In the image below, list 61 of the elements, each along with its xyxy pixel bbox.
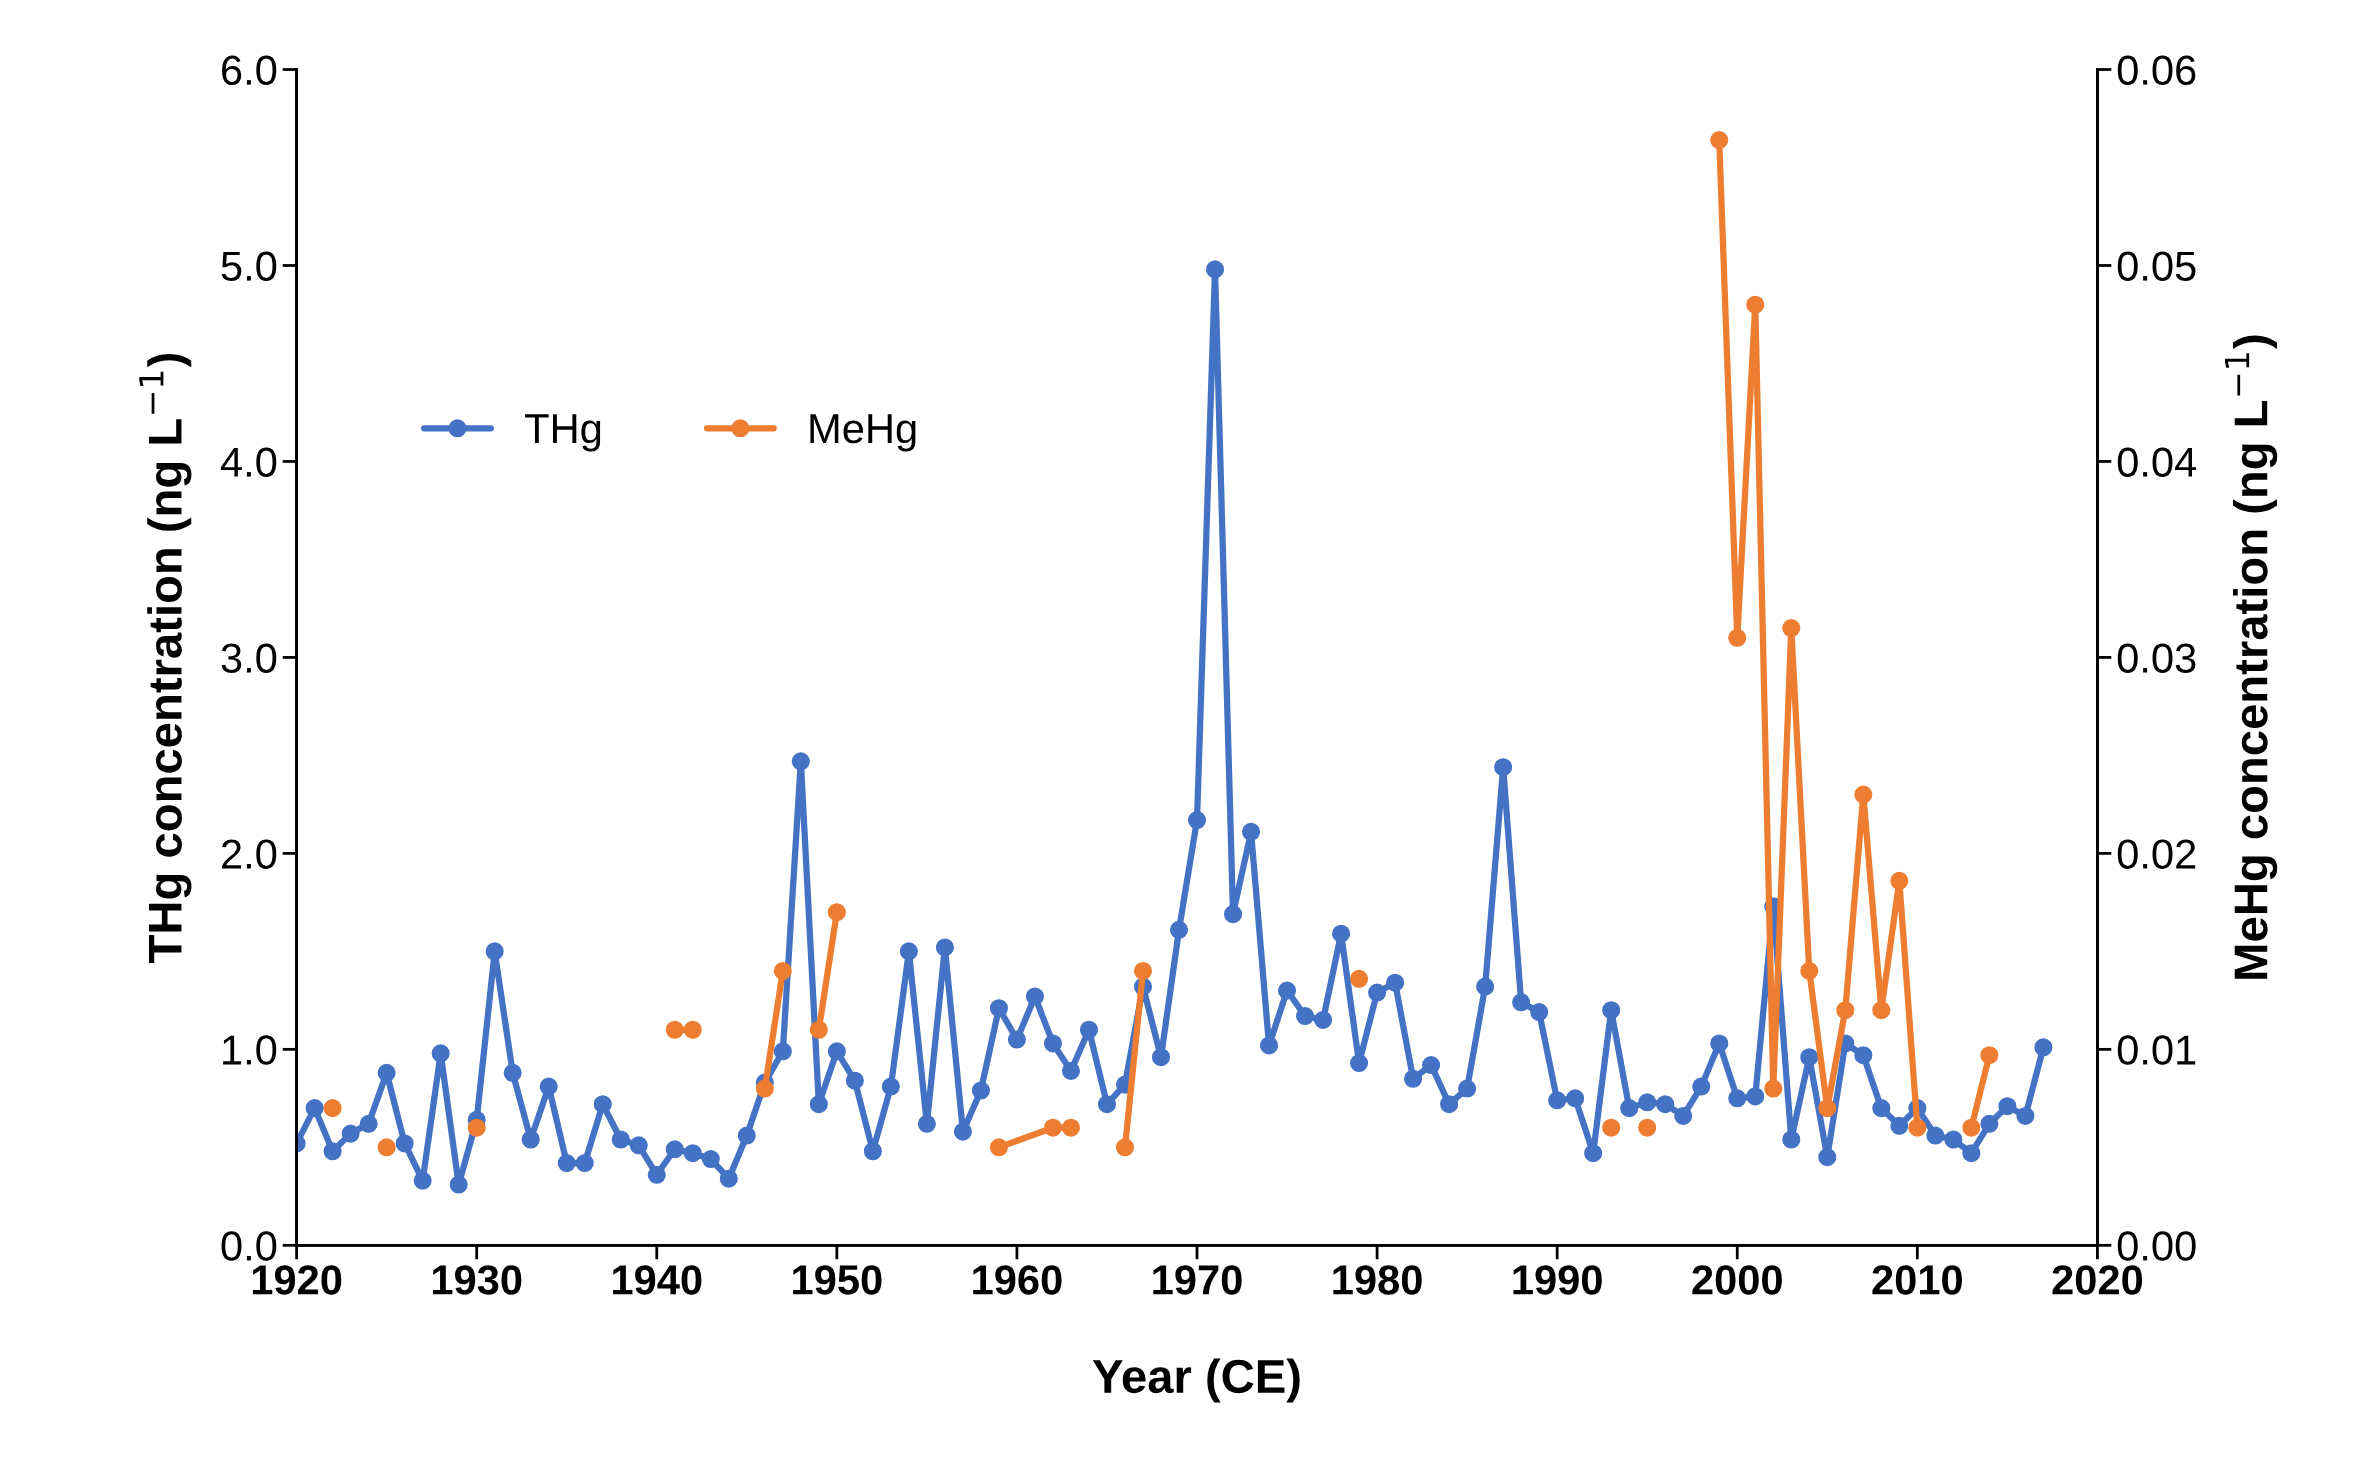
x-tick-label: 1990 — [1513, 1265, 1602, 1295]
x-tick-label: 2020 — [2052, 1265, 2143, 1295]
point — [809, 1020, 828, 1039]
x-tick-label: 1930 — [432, 1265, 522, 1295]
point — [1782, 618, 1801, 638]
y2-tick-label: 0.03 — [2117, 643, 2196, 673]
point — [1638, 1118, 1657, 1137]
y-tick-label: 5.0 — [221, 251, 277, 281]
point — [1133, 961, 1153, 980]
y-tick-label: 4.0 — [220, 447, 277, 477]
point — [989, 1138, 1008, 1157]
y-tick-label: 3.0 — [221, 643, 277, 673]
y2-tick-label: 0.04 — [2117, 447, 2197, 477]
point — [1800, 961, 1819, 980]
y2-tick-label: 0.00 — [2117, 1231, 2196, 1261]
y2-tick-label: 0.05 — [2117, 251, 2196, 281]
x-tick-label: 1920 — [252, 1265, 342, 1295]
point — [1061, 1118, 1080, 1137]
point — [773, 961, 792, 980]
point — [1764, 1079, 1783, 1098]
point — [323, 1099, 342, 1118]
y-tick-label: 6.0 — [222, 55, 277, 86]
point — [1854, 785, 1873, 804]
x-tick-label: 1950 — [793, 1265, 882, 1295]
point — [1980, 1046, 1999, 1065]
point — [1043, 1118, 1062, 1137]
point — [1836, 1001, 1855, 1020]
y-tick-label: 2.0 — [222, 839, 277, 869]
point — [827, 903, 846, 922]
point — [1115, 1138, 1135, 1157]
y-axis-title: THg concentration (ng L$^{−1}$) — [139, 353, 192, 963]
y2-tick-label: 0.02 — [2117, 839, 2196, 869]
point — [1818, 1099, 1837, 1118]
point — [755, 1079, 774, 1098]
point — [467, 1118, 486, 1137]
x-axis-title: Year (CE) — [1092, 1358, 1300, 1403]
y2-axis-title: MeHg concentration (ng L$^{−1}$) — [2225, 335, 2278, 979]
y2-tick-label: 0.06 — [2117, 55, 2196, 86]
x-tick-label: 2010 — [1872, 1265, 1962, 1295]
point — [665, 1020, 684, 1039]
legend-label: MeHg — [810, 414, 916, 452]
y-tick-label: 0.0 — [221, 1231, 277, 1261]
point — [1890, 871, 1909, 890]
point — [377, 1138, 396, 1157]
y-tick-label: 1.0 — [223, 1035, 277, 1065]
point — [1872, 1001, 1891, 1020]
x-tick-label: 1940 — [613, 1265, 702, 1295]
legend-label: THg — [525, 414, 601, 452]
x-tick-label: 2000 — [1692, 1265, 1782, 1295]
x-tick-label: 1960 — [973, 1265, 1062, 1295]
x-tick-label: 1970 — [1153, 1265, 1242, 1295]
point — [1908, 1118, 1927, 1137]
point — [1962, 1118, 1981, 1137]
x-tick-label: 1980 — [1333, 1265, 1422, 1295]
point — [1746, 295, 1765, 314]
point — [1350, 969, 1369, 988]
point — [1710, 131, 1729, 150]
point — [683, 1020, 702, 1039]
point — [1728, 628, 1747, 647]
point — [1602, 1118, 1621, 1137]
y2-tick-label: 0.01 — [2117, 1035, 2196, 1065]
